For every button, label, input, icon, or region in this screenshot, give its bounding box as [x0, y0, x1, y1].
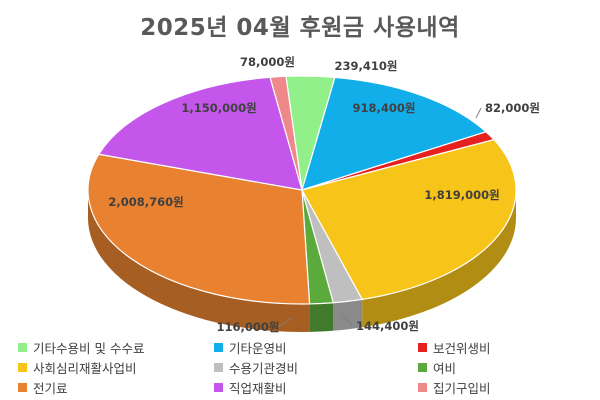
legend-swatch — [214, 342, 223, 352]
legend-item-2: 보건위생비 — [418, 338, 588, 356]
slice-8 — [269, 75, 303, 191]
legend-swatch — [214, 362, 223, 372]
data-label-0: 239,410원 — [335, 59, 398, 73]
slice-7 — [97, 76, 303, 191]
data-label-7: 1,150,000원 — [181, 101, 256, 115]
data-label-5: 116,000원 — [217, 320, 280, 334]
legend-swatch — [418, 382, 427, 392]
data-label-4: 144,400원 — [356, 319, 419, 333]
leader-line-0 — [475, 107, 482, 119]
legend-item-0: 기타수용비 및 수수료 — [18, 338, 214, 356]
slice-side-5 — [309, 302, 334, 332]
legend-swatch — [18, 362, 27, 372]
leader-line-1 — [341, 315, 353, 325]
chart-title: 2025년 04월 후원금 사용내역 — [140, 15, 460, 41]
pie-top — [87, 75, 517, 305]
data-label-2: 82,000원 — [485, 101, 540, 115]
data-label-6: 2,008,760원 — [108, 195, 183, 209]
legend-item-4: 수용기관경비 — [214, 358, 418, 376]
legend-label: 여비 — [433, 360, 457, 376]
legend-label: 기타수용비 및 수수료 — [33, 340, 145, 356]
slice-3 — [301, 138, 517, 301]
data-label-3: 1,819,000원 — [424, 188, 499, 202]
legend-item-8: 집기구입비 — [418, 378, 588, 396]
legend-item-3: 사회심리재활사업비 — [18, 358, 214, 376]
legend-swatch — [18, 342, 27, 352]
legend-label: 수용기관경비 — [229, 360, 299, 376]
leader-line-2 — [277, 317, 293, 328]
legend-label: 직업재활비 — [229, 380, 287, 396]
slice-6 — [87, 153, 311, 305]
legend-item-1: 기타운영비 — [214, 338, 418, 356]
legend-item-7: 직업재활비 — [214, 378, 418, 396]
legend-label: 보건위생비 — [433, 340, 491, 356]
legend-swatch — [18, 382, 27, 392]
legend-swatch — [418, 362, 427, 372]
legend-item-5: 여비 — [418, 358, 588, 376]
legend-item-6: 전기료 — [18, 378, 214, 396]
slice-side-6 — [88, 190, 310, 332]
legend-label: 전기료 — [33, 380, 68, 396]
slice-side-4 — [333, 299, 363, 331]
slice-1 — [301, 76, 488, 191]
legend-label: 기타운영비 — [229, 340, 287, 356]
data-label-1: 918,400원 — [353, 101, 416, 115]
legend-label: 집기구입비 — [433, 380, 491, 396]
data-labels: 239,410원 918,400원 82,000원 1,819,000원 144,400… — [108, 55, 540, 334]
pie-depth — [88, 190, 516, 332]
data-label-8: 78,000원 — [240, 55, 295, 69]
legend-label: 사회심리재활사업비 — [33, 360, 137, 376]
legend-swatch — [214, 382, 223, 392]
legend-swatch — [418, 342, 427, 352]
slice-side-3 — [362, 190, 516, 328]
